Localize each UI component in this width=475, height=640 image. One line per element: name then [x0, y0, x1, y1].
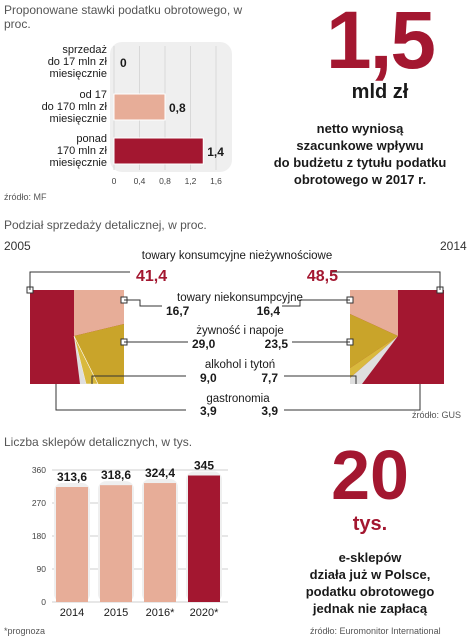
value-label: 345	[194, 459, 214, 473]
value-label-2005: 29,0	[192, 337, 216, 351]
value-label-2005: 41,4	[136, 268, 167, 285]
x-tick-label: 0	[112, 176, 117, 186]
leader-konsumpcyjne-2005	[29, 271, 130, 290]
leader-gastronomia-2005	[55, 384, 186, 411]
caption-line: jednak nie zapłacą	[312, 601, 428, 616]
slice-2014-gastronomia	[350, 336, 398, 384]
value-label-2014: 48,5	[307, 268, 338, 285]
x-tick-label: 1,6	[210, 176, 222, 186]
x-tick-label: 1,2	[185, 176, 197, 186]
value-label-2005: 9,0	[200, 371, 217, 385]
value-label-2005: 16,7	[166, 304, 190, 318]
category-label: miesięcznie	[50, 113, 107, 125]
big-value-revenue: 1,5	[326, 0, 436, 86]
y-tick-label: 180	[32, 531, 46, 541]
y-tick-label: 0	[41, 597, 46, 607]
category-label: do 17 mln zł	[48, 56, 108, 68]
source-mf: źródło: MF	[4, 192, 47, 202]
value-label-2014: 23,5	[265, 337, 289, 351]
bar	[100, 485, 132, 602]
x-tick-label: 0,4	[134, 176, 146, 186]
value-label: 318,6	[101, 468, 131, 482]
category-label: do 170 mln zł	[42, 101, 108, 113]
leader-niekonsumpcyjne-2005	[124, 299, 162, 307]
y-tick-label: 270	[32, 498, 46, 508]
slice-2005-niekonsumpcyjne	[74, 290, 124, 336]
x-tick-label: 2016*	[146, 607, 175, 619]
slice-2005-zywnosc	[74, 324, 124, 384]
bar	[144, 483, 176, 602]
y-tick-label: 90	[37, 564, 47, 574]
store-count-chart: 313,6 318,6 324,4 345 2014 2015 2016* 2020* 0 9…	[32, 459, 228, 619]
caption-line: działa już w Polsce,	[309, 567, 431, 582]
bar	[113, 137, 204, 165]
retail-sales-chart: towary konsumcyjne nieżywnościowe 41,4 48,…	[26, 250, 444, 418]
category-label: sprzedaż	[62, 44, 107, 56]
value-label-2014: 7,7	[261, 371, 278, 385]
value-label: 0,8	[169, 101, 186, 115]
value-label-2014: 16,4	[257, 304, 281, 318]
caption-line: obrotowego w 2017 r.	[293, 172, 427, 187]
value-label: 1,4	[207, 145, 224, 159]
value-label: 313,6	[57, 470, 87, 484]
bar	[188, 475, 220, 602]
value-label: 0	[120, 56, 127, 70]
year-2005: 2005	[4, 239, 31, 253]
chart2-title: Podział sprzedaży detalicznej, w proc.	[4, 218, 207, 232]
source-euromonitor: źródło: Euromonitor International	[310, 626, 441, 636]
leader-alkohol-2014	[284, 375, 357, 384]
leader-alkohol-2005	[91, 375, 186, 384]
category-label: miesięcznie	[50, 68, 107, 80]
x-tick-label: 2014	[60, 607, 84, 619]
slice-2014-zywnosc	[350, 314, 398, 368]
x-tick-label: 0,8	[159, 176, 171, 186]
estores-caption: e-sklepów działa już w Polsce, podatku o…	[270, 549, 470, 617]
leader-konsumpcyjne-2014	[330, 271, 441, 290]
caption-line: szacunkowe wpływu	[296, 138, 424, 153]
bar	[56, 487, 88, 602]
category-label: towary niekonsumpcyjne	[177, 292, 303, 304]
slice-2005-gastronomia	[74, 336, 86, 384]
category-label: 170 mln zł	[57, 145, 108, 157]
big-unit-estores: tys.	[352, 513, 388, 535]
leader-niekonsumpcyjne-2014	[282, 299, 350, 307]
category-label: ponad	[76, 133, 107, 145]
category-label: żywność i napoje	[196, 325, 284, 337]
x-tick-label: 2020*	[190, 607, 219, 619]
big-value-estores: 20	[331, 436, 409, 514]
bar	[113, 93, 166, 121]
category-label: od 17	[79, 89, 107, 101]
value-label-2014: 3,9	[261, 404, 278, 418]
revenue-caption: netto wyniosą szacunkowe wpływu do budże…	[250, 120, 470, 188]
caption-line: e-sklepów	[338, 550, 402, 565]
year-2014: 2014	[440, 239, 467, 253]
leader-gastronomia-2014	[284, 384, 421, 411]
x-tick-label: 2015	[104, 607, 128, 619]
caption-line: podatku obrotowego	[305, 584, 435, 599]
category-label: gastronomia	[206, 393, 270, 405]
category-label: miesięcznie	[50, 157, 107, 169]
slice-2014-niekonsumpcyjne	[350, 290, 398, 336]
value-label: 324,4	[145, 466, 175, 480]
source-gus: źródło: GUS	[412, 410, 462, 420]
category-label: alkohol i tytoń	[205, 359, 275, 371]
big-unit-revenue: mld zł	[351, 81, 409, 103]
y-tick-label: 360	[32, 465, 46, 475]
caption-line: netto wyniosą	[316, 121, 404, 136]
footnote-forecast: *prognoza	[4, 626, 46, 636]
caption-line: do budżetu z tytułu podatku	[273, 155, 447, 170]
chart3-title: Liczba sklepów detalicznych, w tys.	[4, 435, 193, 449]
chart1-title: Proponowane stawki podatku obrotowego, w…	[4, 3, 243, 31]
category-label: towary konsumcyjne nieżywnościowe	[142, 250, 332, 262]
value-label-2005: 3,9	[200, 404, 217, 418]
